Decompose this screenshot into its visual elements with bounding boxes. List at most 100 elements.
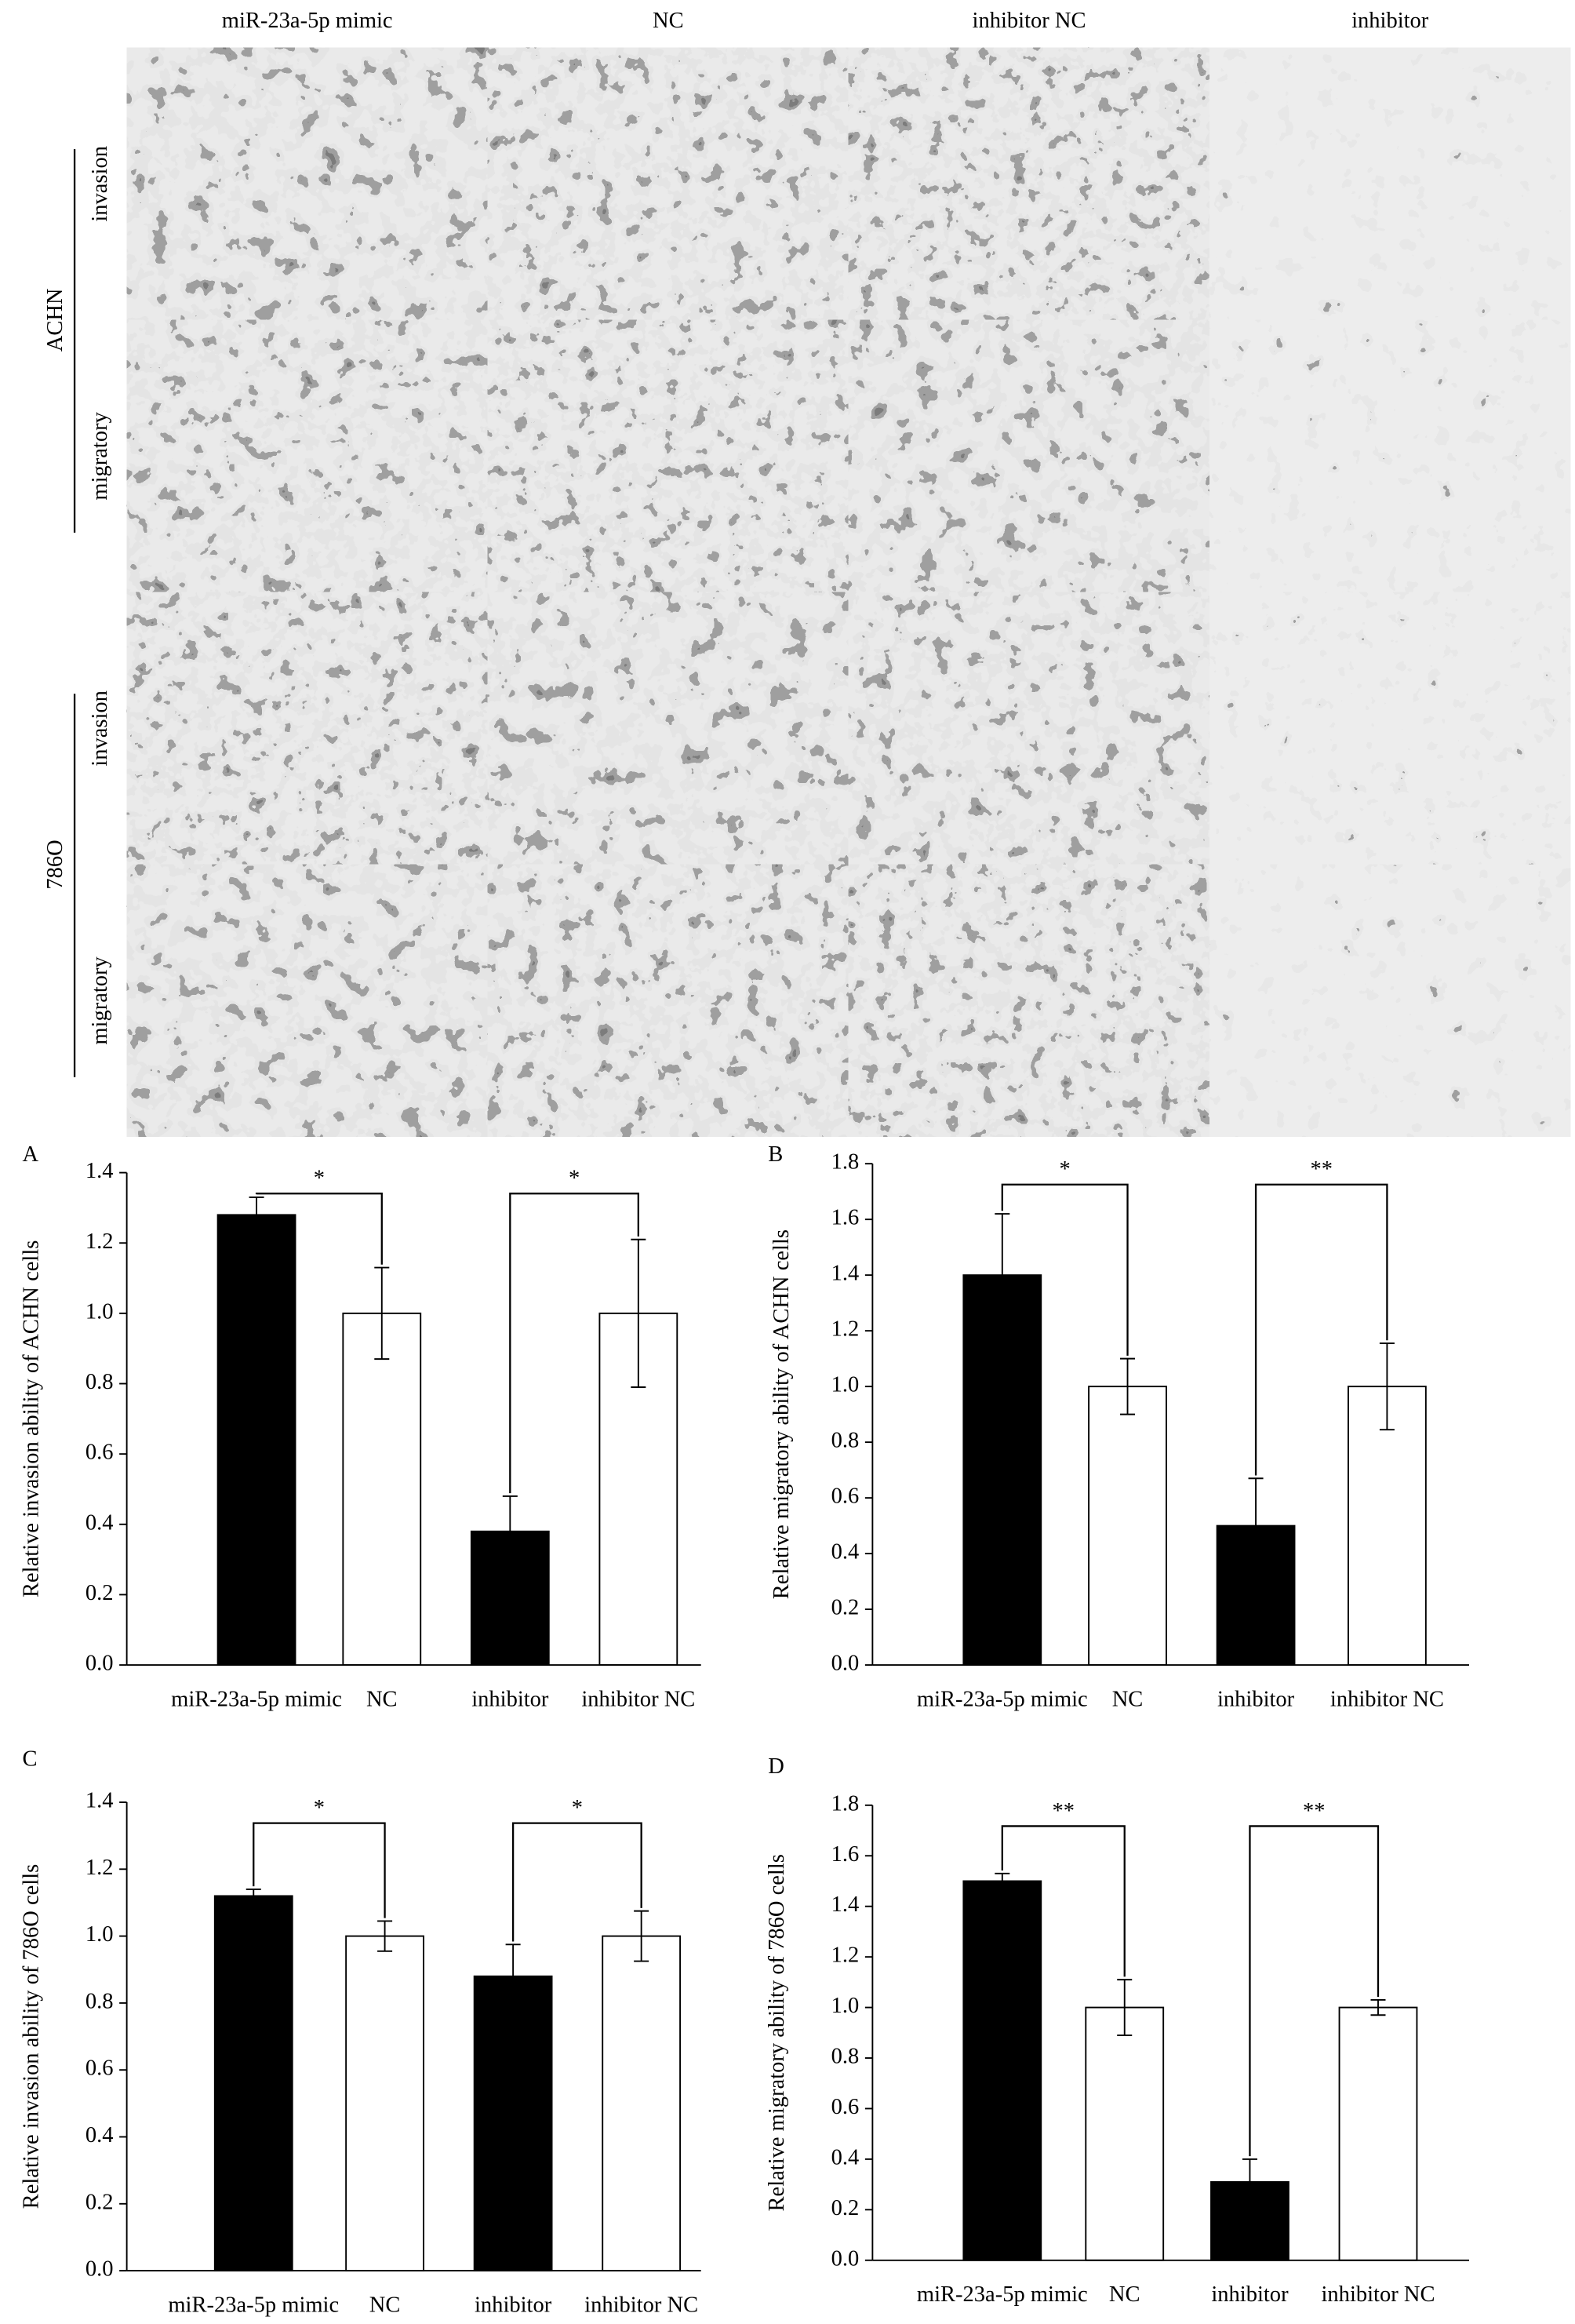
bar xyxy=(962,1274,1042,1667)
bar xyxy=(345,1935,424,2272)
row-label: migratory xyxy=(88,411,112,500)
x-tick-label: NC xyxy=(366,1687,398,1711)
y-tick-label: 0.2 xyxy=(831,2196,860,2220)
x-tick-label: inhibitor NC xyxy=(1322,2282,1435,2307)
y-tick-label: 0.0 xyxy=(831,2246,860,2271)
y-tick-label: 1.2 xyxy=(85,1229,114,1254)
bar xyxy=(962,1880,1042,2261)
significance-label: * xyxy=(572,1796,583,1820)
y-axis-label: Relative migratory ability of ACHN cells xyxy=(769,1229,794,1599)
y-axis-label: Relative invasion ability of ACHN cells xyxy=(19,1240,43,1597)
micrograph xyxy=(126,319,488,592)
significance-bracket xyxy=(255,1193,383,1265)
micrograph xyxy=(1209,864,1571,1137)
y-tick-label: 0.8 xyxy=(831,2045,860,2069)
x-tick-label: miR-23a-5p mimic xyxy=(168,2293,339,2317)
x-tick-label: inhibitor xyxy=(475,2293,552,2317)
row-label: invasion xyxy=(88,690,112,767)
significance-label: * xyxy=(314,1796,325,1820)
y-axis-label: Relative invasion ability of 786O cells xyxy=(19,1864,43,2209)
row-label: invasion xyxy=(88,146,112,222)
y-tick-label: 1.0 xyxy=(85,1299,114,1324)
micrograph xyxy=(487,592,849,865)
significance-label: * xyxy=(1060,1157,1071,1182)
bar xyxy=(1085,2006,1165,2261)
y-tick-label: 1.4 xyxy=(85,1159,114,1183)
micrograph xyxy=(126,592,488,865)
micrograph xyxy=(1209,319,1571,592)
column-label: inhibitor NC xyxy=(973,9,1086,33)
y-tick-label: 0.4 xyxy=(831,1540,860,1565)
x-tick-label: inhibitor xyxy=(1217,1687,1295,1711)
significance-bracket xyxy=(1001,1183,1129,1356)
significance-label: ** xyxy=(1310,1157,1333,1182)
panel-label: B xyxy=(768,1142,783,1167)
y-tick-label: 0.2 xyxy=(831,1596,860,1620)
bar xyxy=(473,1975,553,2272)
micrograph xyxy=(487,47,849,320)
significance-bracket xyxy=(1249,1825,1380,2157)
panel-label: C xyxy=(23,1747,38,1771)
significance-bracket xyxy=(1254,1183,1388,1476)
y-tick-label: 0.2 xyxy=(85,2190,114,2214)
x-tick-label: miR-23a-5p mimic xyxy=(917,1687,1088,1711)
significance-label: ** xyxy=(1053,1799,1075,1823)
y-tick-label: 1.4 xyxy=(831,1892,860,1917)
x-tick-label: NC xyxy=(1112,1687,1144,1711)
micrograph xyxy=(126,864,488,1137)
significance-label: * xyxy=(569,1167,580,1191)
micrograph xyxy=(848,47,1210,320)
significance-label: * xyxy=(314,1167,325,1191)
y-tick-label: 1.6 xyxy=(831,1842,860,1867)
bar xyxy=(1348,1386,1427,1667)
y-tick-label: 1.4 xyxy=(831,1262,860,1286)
bar xyxy=(602,1935,682,2272)
significance-bracket xyxy=(1001,1825,1126,1977)
micrograph xyxy=(848,864,1210,1137)
column-label: inhibitor xyxy=(1351,9,1429,33)
x-tick-label: inhibitor xyxy=(1211,2282,1289,2307)
micrograph xyxy=(848,592,1210,865)
chart: C Relative invasion ability of 786O cells… xyxy=(19,1747,701,2317)
y-tick-label: 0.0 xyxy=(85,1652,114,1676)
micrograph xyxy=(126,47,488,320)
y-tick-label: 0.6 xyxy=(831,2095,860,2119)
y-axis-label: Relative migratory ability of 786O cells xyxy=(765,1854,789,2211)
x-tick-label: inhibitor xyxy=(471,1687,549,1711)
significance-bracket xyxy=(253,1822,386,1918)
x-tick-label: NC xyxy=(369,2293,401,2317)
y-tick-label: 0.8 xyxy=(85,1989,114,2013)
panel-label: A xyxy=(23,1142,39,1167)
y-tick-label: 0.2 xyxy=(85,1581,114,1605)
bar xyxy=(216,1214,296,1667)
y-tick-label: 0.8 xyxy=(831,1429,860,1453)
x-tick-label: inhibitor NC xyxy=(584,2293,698,2317)
y-tick-label: 0.4 xyxy=(85,1510,114,1535)
y-tick-label: 0.4 xyxy=(85,2123,114,2147)
column-label: NC xyxy=(653,9,684,33)
micrograph xyxy=(487,864,849,1137)
y-tick-label: 1.2 xyxy=(85,1856,114,1880)
micrograph xyxy=(1209,592,1571,865)
y-tick-label: 0.6 xyxy=(831,1484,860,1509)
y-tick-label: 1.2 xyxy=(831,1317,860,1342)
x-tick-label: miR-23a-5p mimic xyxy=(171,1687,342,1711)
y-tick-label: 1.0 xyxy=(831,1994,860,2018)
y-tick-label: 1.4 xyxy=(85,1789,114,1813)
y-tick-label: 0.8 xyxy=(85,1370,114,1394)
y-tick-label: 1.2 xyxy=(831,1943,860,1968)
bar xyxy=(213,1895,293,2272)
chart: D Relative migratory ability of 786O cell… xyxy=(765,1754,1469,2307)
y-tick-label: 0.6 xyxy=(85,2056,114,2081)
y-tick-label: 1.6 xyxy=(831,1206,860,1230)
micrograph xyxy=(1209,47,1571,320)
significance-bracket xyxy=(509,1193,639,1494)
cell-line-label: 786O xyxy=(43,840,67,889)
bar xyxy=(342,1312,422,1667)
column-label: miR-23a-5p mimic xyxy=(222,9,393,33)
y-tick-label: 0.4 xyxy=(831,2145,860,2169)
micrograph xyxy=(848,319,1210,592)
cell-line-label: ACHN xyxy=(43,288,67,352)
y-tick-label: 1.8 xyxy=(831,1150,860,1175)
